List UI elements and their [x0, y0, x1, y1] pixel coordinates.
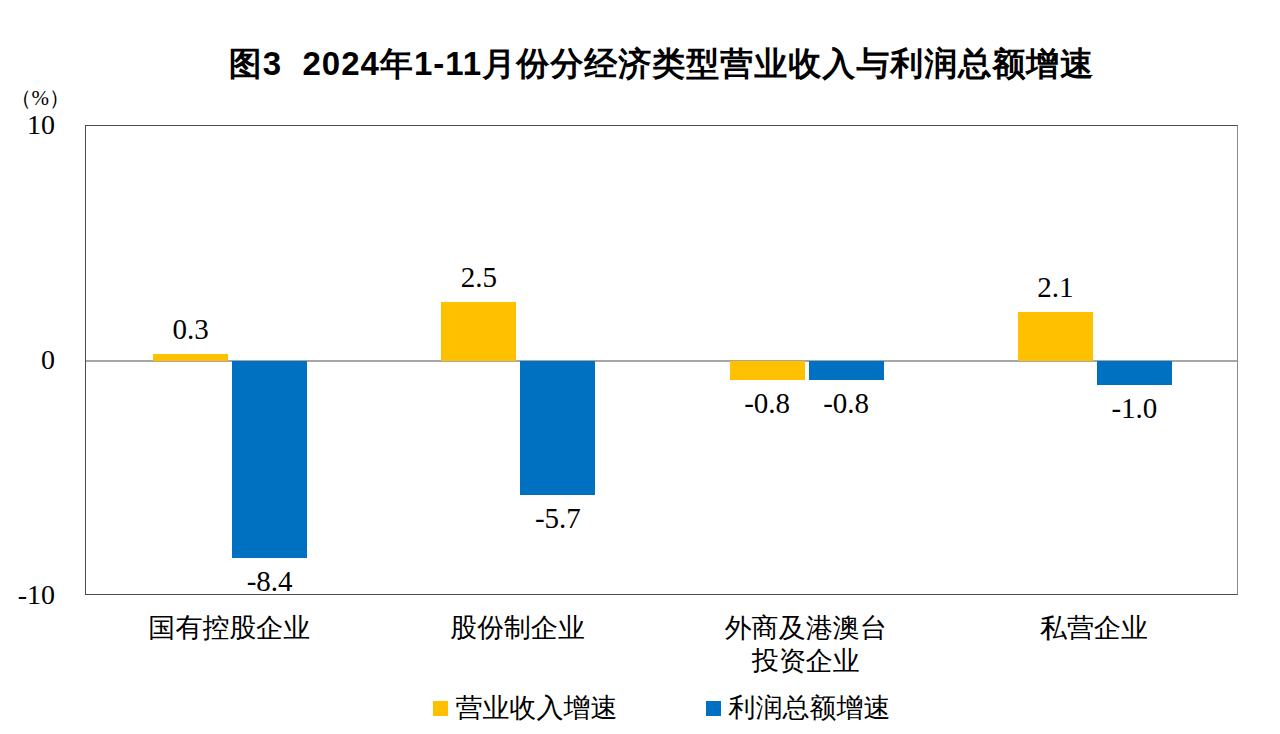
- y-tick-label--10: -10: [0, 579, 55, 611]
- value-label-series1-cat0: -8.4: [210, 564, 330, 598]
- value-label-series1-cat2: -0.8: [786, 386, 906, 420]
- legend: 营业收入增速 利润总额增速: [85, 692, 1238, 724]
- category-label-1: 股份制企业: [373, 612, 661, 645]
- y-axis-unit-label: （%）: [0, 86, 70, 110]
- chart-title: 图3 2024年1-11月份分经济类型营业收入与利润总额增速: [85, 44, 1238, 84]
- legend-label-revenue: 营业收入增速: [456, 692, 618, 724]
- bar-series0-cat1: [441, 302, 516, 361]
- chart: 图3 2024年1-11月份分经济类型营业收入与利润总额增速 （%） 10 0 -1…: [0, 0, 1280, 734]
- x-axis-category-labels: 国有控股企业股份制企业外商及港澳台 投资企业私营企业: [85, 612, 1238, 684]
- bar-series0-cat3: [1018, 312, 1093, 361]
- y-tick-label-0: 0: [0, 344, 55, 376]
- bar-series1-cat1: [520, 361, 595, 495]
- profit-series-swatch-icon: [706, 701, 721, 716]
- value-label-series0-cat0: 0.3: [131, 312, 251, 346]
- bar-series0-cat2: [730, 361, 805, 380]
- value-label-series1-cat3: -1.0: [1074, 391, 1194, 425]
- legend-entry-revenue: 营业收入增速: [433, 692, 618, 724]
- legend-label-profit: 利润总额增速: [729, 692, 891, 724]
- bar-series1-cat0: [232, 361, 307, 558]
- bar-series1-cat3: [1097, 361, 1172, 385]
- legend-entry-profit: 利润总额增速: [706, 692, 891, 724]
- y-tick-label-10: 10: [0, 109, 55, 141]
- value-label-series0-cat1: 2.5: [419, 260, 539, 294]
- bar-series0-cat0: [153, 354, 228, 361]
- category-label-3: 私营企业: [950, 612, 1238, 645]
- value-label-series0-cat3: 2.1: [995, 270, 1115, 304]
- category-label-0: 国有控股企业: [85, 612, 373, 645]
- value-label-series1-cat1: -5.7: [498, 501, 618, 535]
- revenue-series-swatch-icon: [433, 701, 448, 716]
- bar-series1-cat2: [809, 361, 884, 380]
- plot-area: 0.3-8.42.5-5.7-0.8-0.82.1-1.0: [85, 125, 1238, 595]
- category-label-2: 外商及港澳台 投资企业: [662, 612, 950, 678]
